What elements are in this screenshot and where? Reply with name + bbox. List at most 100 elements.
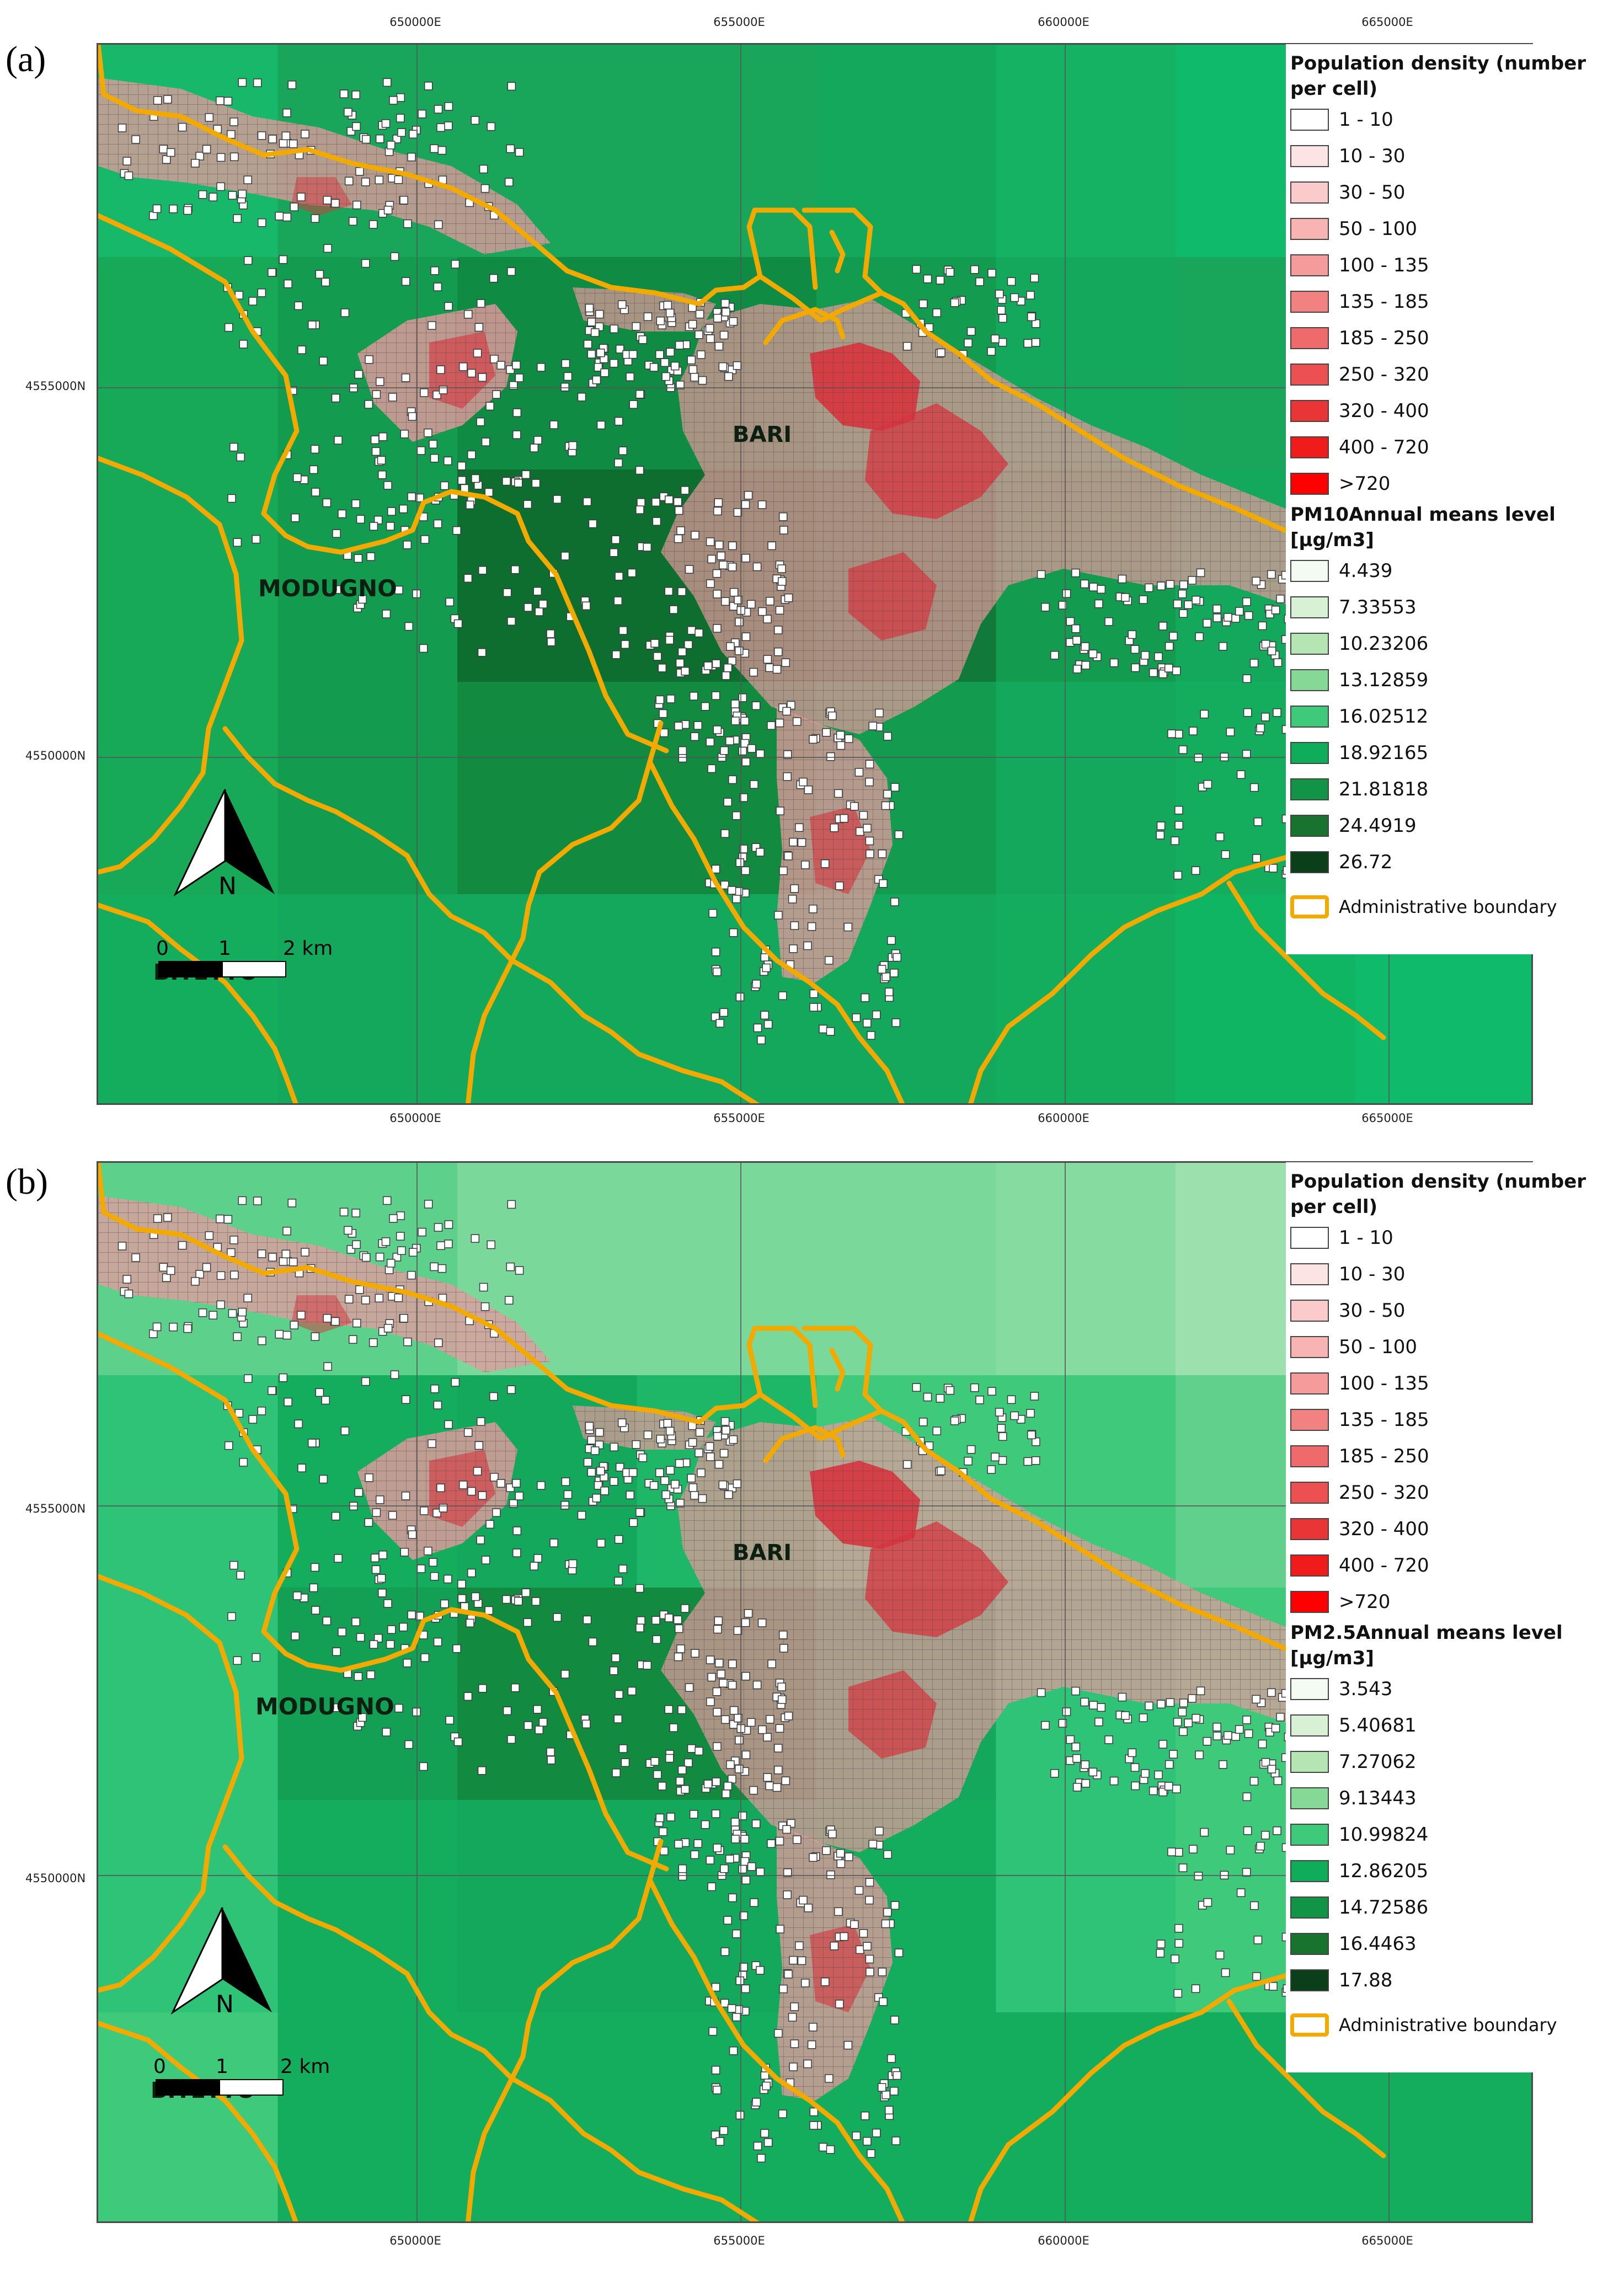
population-cell-grid-area [777,1825,893,2101]
population-cell [730,699,740,708]
legend-label: 10.23206 [1339,633,1429,655]
legend-label: 3.543 [1339,1678,1393,1700]
population-cell [331,1511,340,1521]
legend-swatch [1290,1824,1329,1846]
population-cell [1212,1723,1221,1732]
population-cell [1066,1735,1075,1744]
population-cell [1167,729,1176,738]
population-cell [706,1655,715,1664]
population-cell [820,1977,830,1986]
legend-swatch [1290,1554,1329,1577]
population-cell [1037,1688,1046,1697]
population-cell [538,600,548,608]
population-cell [244,1374,253,1383]
population-cell [820,859,830,868]
population-cell [656,1434,665,1444]
population-cell [684,1758,693,1767]
population-cell [731,717,740,725]
population-cell [614,458,623,467]
population-cell [600,1486,609,1495]
population-cell [717,551,725,560]
scale-label: 2 km [283,937,333,960]
population-cell [735,858,745,867]
population-cell [676,381,685,389]
population-cell [202,145,211,154]
population-cell [1258,621,1267,631]
population-cell [643,1661,652,1670]
population-cell [1203,1898,1212,1907]
population-cell [1128,1748,1137,1757]
population-cell [1267,1765,1276,1773]
population-cell [223,97,233,106]
population-cell [492,1508,501,1517]
population-cell [239,1458,248,1467]
population-cell [660,1476,669,1485]
population-cell [733,508,742,517]
population-cell [665,635,674,645]
population-cell [344,177,354,185]
panel-label: (b) [6,1162,48,1202]
legend-item: 400 - 720 [1290,1547,1610,1584]
population-cell [744,1609,753,1618]
population-cell [766,1715,774,1724]
legend-label: 26.72 [1339,851,1393,873]
legend-label: 185 - 250 [1339,327,1429,349]
legend-label: 12.86205 [1339,1860,1429,1882]
population-cell [836,1859,846,1868]
population-cell [720,1999,729,2008]
population-cell [458,1481,468,1489]
population-cell [372,390,381,399]
population-cell [466,500,474,510]
population-cell [1178,745,1188,754]
town-label-modugno: MODUGNO [255,1693,394,1720]
legend-item: 1 - 10 [1290,101,1610,138]
population-cell [778,512,788,521]
population-cell [1242,674,1252,683]
population-cell [1130,645,1140,654]
legend-label: 1 - 10 [1339,1227,1393,1249]
population-cell [159,1263,168,1272]
population-cell [471,474,480,483]
population-cell [1184,600,1193,610]
population-cell [437,1264,447,1273]
map-frame: BARI MODUGNO BITETTO N 0 1 2 km [97,43,1533,1105]
x-tick-bottom: 660000E [1038,2234,1089,2247]
population-cell [867,1031,875,1040]
population-cell [710,2130,720,2140]
population-cell [239,340,248,349]
population-cell [429,1558,437,1567]
population-cell [1224,1731,1232,1740]
legend-label: 185 - 250 [1339,1445,1429,1467]
population-cell [344,1226,352,1235]
legend-item: 135 - 185 [1290,284,1610,320]
raster-cell [457,1800,638,2013]
population-cell [1154,1770,1163,1780]
population-cell [1267,1688,1276,1697]
population-cell [568,441,578,450]
population-cell-grid-area [661,298,1372,734]
population-cell [774,626,783,634]
population-cell [1139,1713,1148,1722]
population-cell [224,323,233,332]
legend-swatch [1290,291,1329,313]
population-cell [122,157,131,165]
population-cell [618,626,628,635]
population-cell [950,298,959,307]
population-cell [429,440,437,448]
population-cell [1252,576,1260,586]
population-cell [356,1633,365,1642]
population-cell [507,267,516,276]
population-cell [236,1570,245,1580]
population-cell [361,178,370,186]
population-cell [1072,635,1081,645]
x-tick-top: 655000E [713,15,765,29]
population-cell [741,500,750,509]
population-cell [713,590,722,599]
population-cell [445,1716,454,1725]
population-cell [311,445,319,454]
population-cell [863,824,872,833]
population-cell [781,658,790,667]
population-cell [728,1893,737,1903]
population-cell [297,1463,306,1472]
population-cell [695,1449,703,1457]
